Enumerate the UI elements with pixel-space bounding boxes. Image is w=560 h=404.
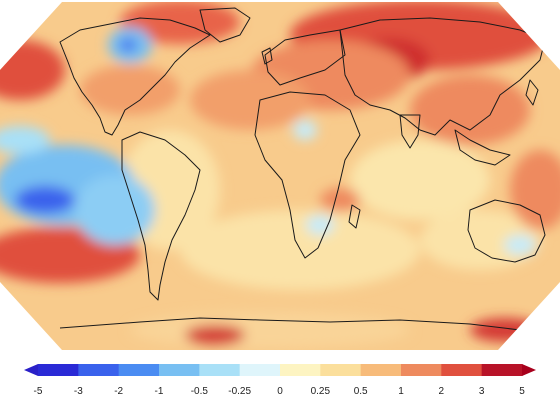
colorbar-tick-label: -2 bbox=[114, 386, 123, 397]
uk-outline bbox=[261, 47, 273, 65]
colorbar-bin bbox=[280, 364, 321, 376]
colorbar-tick-label: 1 bbox=[398, 386, 404, 397]
anomaly-field bbox=[0, 2, 560, 350]
japan-outline bbox=[525, 79, 539, 106]
colorbar-tick-label: 0 bbox=[277, 386, 283, 397]
asia-outline bbox=[339, 17, 546, 136]
southeast-asia-outline bbox=[454, 129, 511, 166]
colorbar-bin bbox=[38, 364, 79, 376]
colorbar-tick-label: -0.5 bbox=[191, 386, 209, 397]
antarctica-outline bbox=[59, 317, 541, 341]
colorbar-bin bbox=[401, 364, 442, 376]
colorbar-tick-label: -3 bbox=[74, 386, 83, 397]
colorbar-extend-high bbox=[522, 364, 536, 376]
temperature-anomaly-map bbox=[0, 2, 560, 350]
colorbar-tick-label: 3 bbox=[479, 386, 485, 397]
india-outline bbox=[399, 114, 421, 149]
colorbar-tick-label: 0.25 bbox=[311, 386, 331, 397]
colorbar-bin bbox=[78, 364, 120, 376]
europe-outline bbox=[264, 29, 346, 86]
colorbar-bin bbox=[441, 364, 483, 376]
north-america-outline bbox=[59, 17, 211, 136]
madagascar-outline bbox=[348, 204, 361, 229]
colorbar-tick-label: 5 bbox=[519, 386, 525, 397]
colorbar-bin bbox=[360, 364, 402, 376]
greenland-outline bbox=[199, 7, 251, 43]
colorbar-bin bbox=[320, 364, 362, 376]
colorbar-extend-low bbox=[24, 364, 38, 376]
colorbar-tick-label: 2 bbox=[439, 386, 445, 397]
australia-outline bbox=[467, 199, 546, 263]
africa-outline bbox=[254, 91, 361, 259]
colorbar-bin bbox=[481, 364, 523, 376]
colorbar-bin bbox=[159, 364, 200, 376]
colorbar-tick-label: -1 bbox=[155, 386, 164, 397]
colorbar-bin bbox=[118, 364, 160, 376]
colorbar-tick-label: -0.25 bbox=[228, 386, 251, 397]
colorbar-bin bbox=[239, 364, 281, 376]
colorbar-legend: -5 -3 -2 -1 -0.5 -0.25 0 0.25 0.5 1 2 3 5 bbox=[24, 364, 536, 397]
continent-outlines bbox=[59, 7, 546, 341]
colorbar-tick-label: -5 bbox=[34, 386, 43, 397]
south-america-outline bbox=[121, 131, 201, 301]
colorbar-bin bbox=[199, 364, 241, 376]
colorbar-tick-label: 0.5 bbox=[354, 386, 368, 397]
